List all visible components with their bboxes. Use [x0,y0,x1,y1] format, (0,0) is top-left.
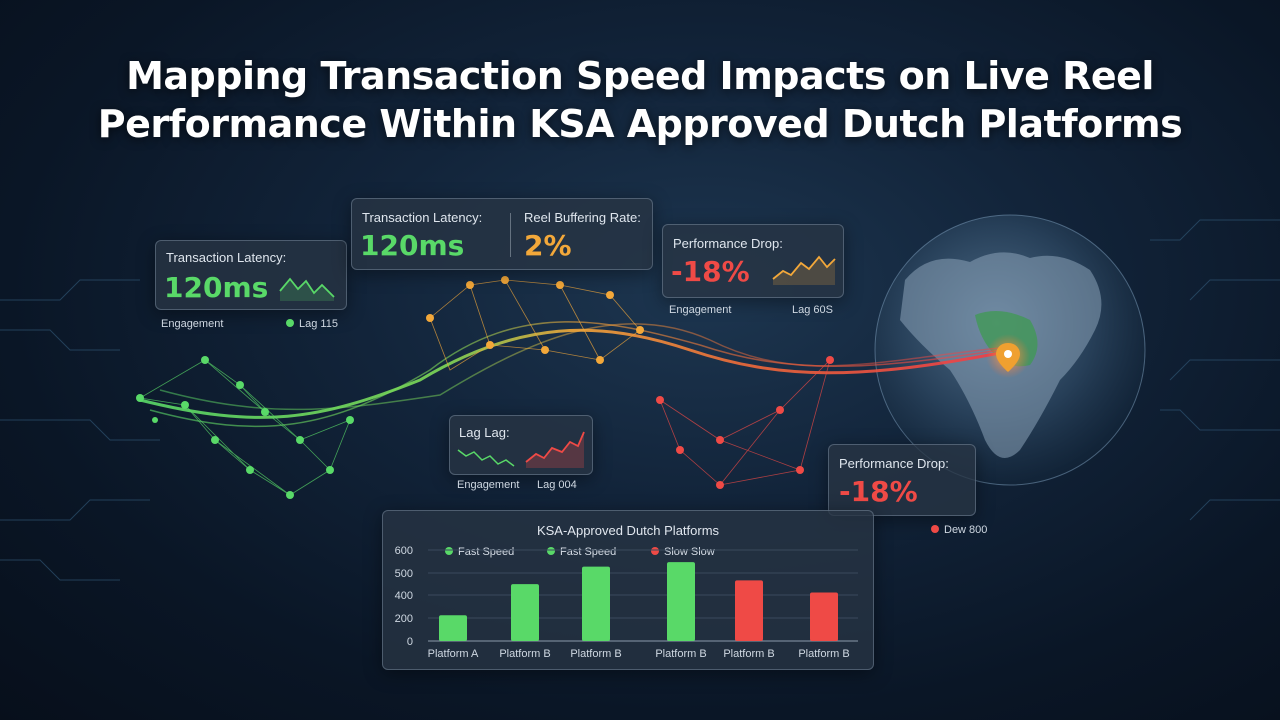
y-tick-label: 0 [407,636,413,648]
left-engagement-label: Engagement [161,318,224,330]
buffering-value: 2% [524,229,572,262]
perf-drop-top-value: -18% [671,255,750,288]
lag-label: Lag Lag: [459,425,510,440]
latency-top-value: 120ms [360,229,465,262]
legend-green-dot-icon [547,547,555,555]
bar [667,562,695,641]
left-lag-label: Lag 115 [286,318,338,330]
title-line-2: Performance Within KSA Approved Dutch Pl… [97,102,1183,146]
bar [810,592,838,641]
mid-engagement-label: Engagement [457,479,520,491]
legend-red-dot-icon [651,547,659,555]
mid-lag-label: Lag 004 [537,479,577,491]
perf-drop-right-label: Performance Drop: [839,456,949,471]
page-title: Mapping Transaction Speed Impacts on Liv… [0,52,1280,148]
x-category-label: Platform B [499,648,550,660]
latency-value: 120ms [164,271,269,304]
top-engagement-label: Engagement [669,304,732,316]
perf-drop-top-label: Performance Drop: [673,236,783,251]
bar [582,566,610,641]
bar [511,584,539,641]
bar-chart-svg: 600 500 400 200 0 Platform A Platform B Platfor… [395,545,858,660]
legend-item-2: Fast Speed [547,546,616,558]
latency-card-left: Transaction Latency: 120ms [155,240,347,310]
latency-label: Transaction Latency: [166,250,287,265]
platform-bar-chart-card: KSA-Approved Dutch Platforms Fast Speed … [382,510,874,670]
latency-top-label: Transaction Latency: [362,210,483,225]
y-tick-label: 200 [395,613,413,625]
red-dot-icon [931,525,939,533]
legend-item-1: Fast Speed [445,546,514,558]
x-category-label: Platform A [428,648,479,660]
performance-drop-card-right: Performance Drop: -18% [828,444,976,516]
chart-title: KSA-Approved Dutch Platforms [536,523,720,538]
legend-green-dot-icon [445,547,453,555]
lag-card: Lag Lag: [449,415,593,475]
x-category-label: Platform B [570,648,621,660]
lag-green-sparkline-icon [457,449,515,467]
buffering-label: Reel Buffering Rate: [524,210,641,225]
x-category-label: Platform B [655,648,706,660]
x-category-label: Platform B [798,648,849,660]
y-tick-label: 500 [395,568,413,580]
legend-item-3: Slow Slow [651,546,715,558]
latency-buffering-card: Transaction Latency: 120ms Reel Bufferin… [351,198,653,270]
perf-sparkline-icon [772,255,836,285]
latency-sparkline-icon [279,277,335,301]
top-lag-label: Lag 60S [792,304,833,316]
bar [439,615,467,641]
card-divider [510,213,511,257]
green-dot-icon [286,319,294,327]
lag-red-sparkline-icon [525,431,585,468]
right-dew-label: Dew 800 [931,524,987,536]
y-tick-label: 400 [395,590,413,602]
x-category-label: Platform B [723,648,774,660]
performance-drop-card-top: Performance Drop: -18% [662,224,844,298]
y-tick-label: 600 [395,545,413,557]
perf-drop-right-value: -18% [839,475,918,508]
bar [735,580,763,641]
title-line-1: Mapping Transaction Speed Impacts on Liv… [126,54,1154,98]
